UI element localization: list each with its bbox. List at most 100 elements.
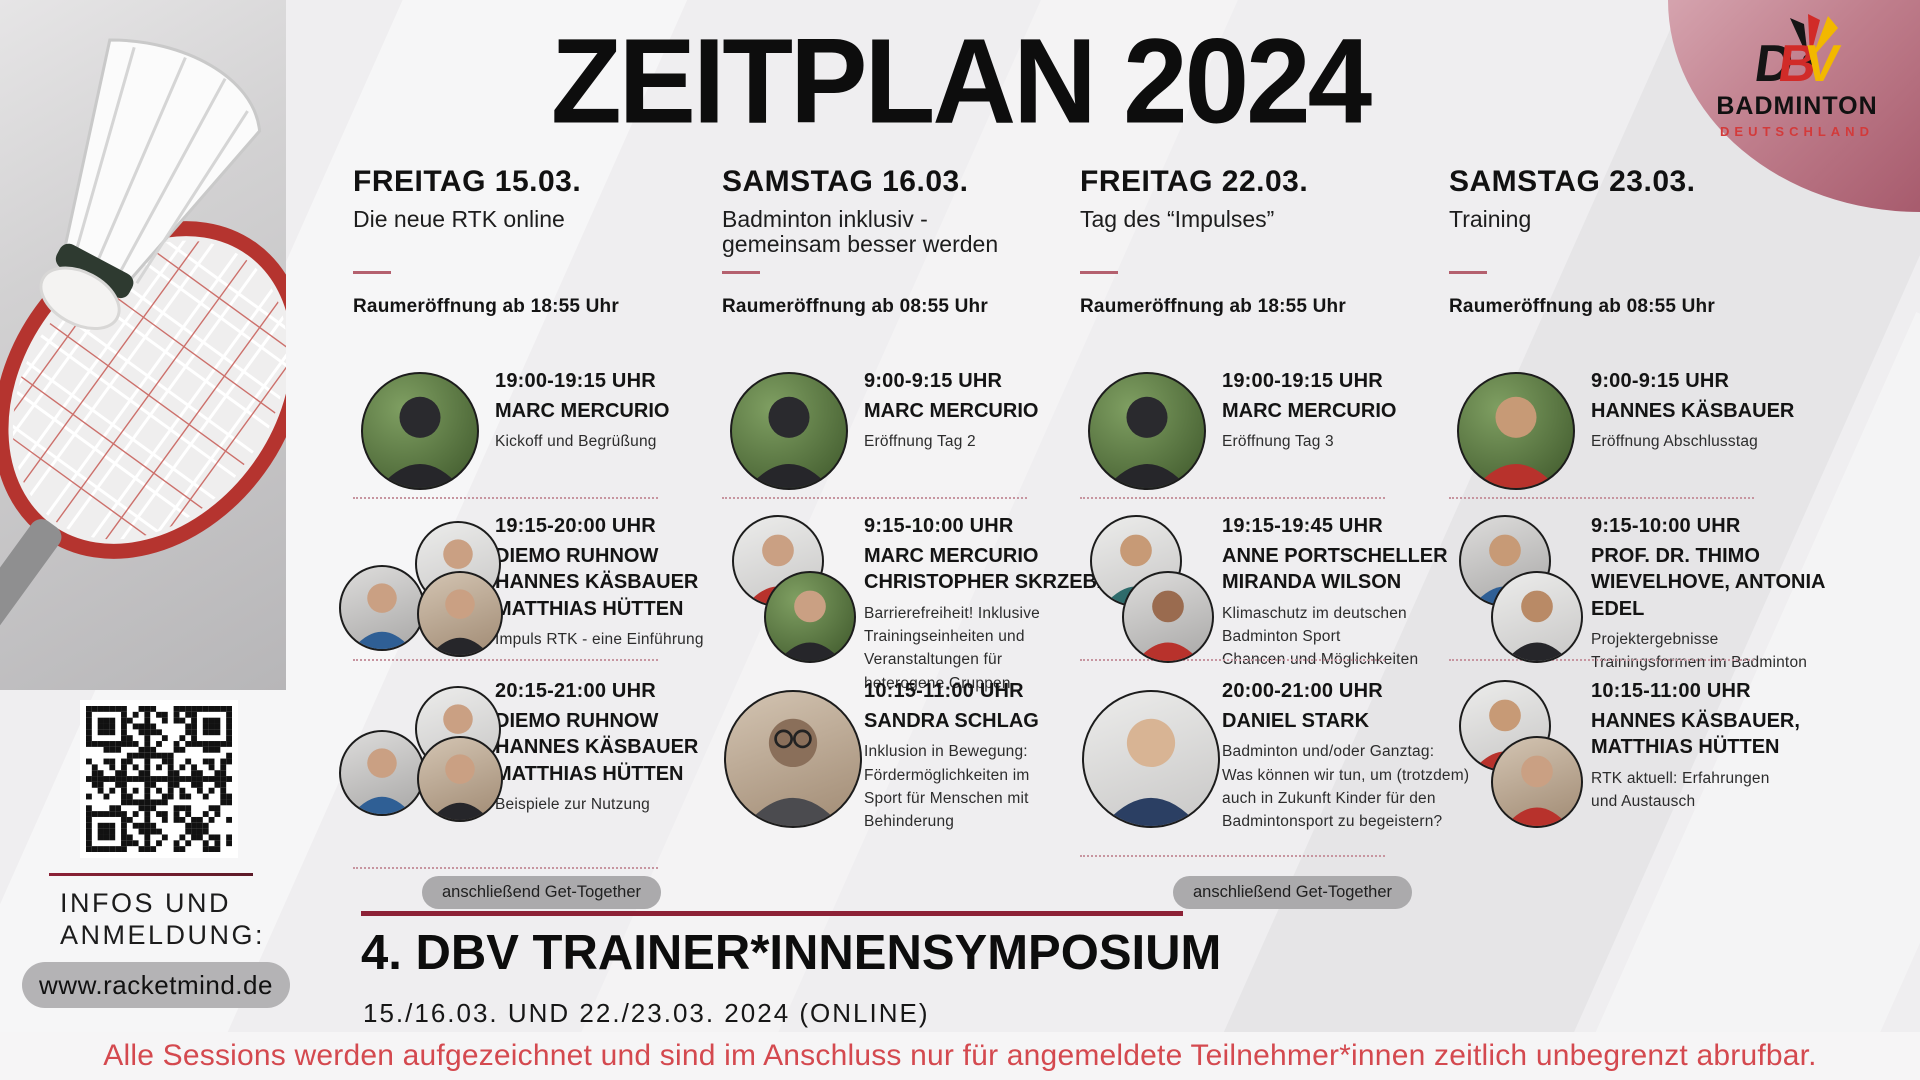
session-speakers: MARC MERCURIO [864, 400, 1039, 422]
session: 19:00-19:15 UHR MARC MERCURIO Kickoff un… [353, 370, 753, 490]
photo-hannes-kaesbauer [1457, 372, 1575, 490]
disclaimer-text: Alle Sessions werden aufgezeichnet und s… [103, 1039, 1817, 1072]
photo-miranda-wilson [1122, 571, 1214, 663]
qr-code [80, 700, 238, 858]
accent-line [1080, 271, 1118, 274]
room-opening: Raumeröffnung ab 18:55 Uhr [1080, 296, 1346, 317]
session-speakers: MARC MERCURIO [1222, 400, 1397, 422]
session-time: 20:15-21:00 UHR [495, 680, 656, 702]
day-heading: FREITAG 15.03. [353, 165, 582, 198]
symposium-title: 4. DBV TRAINER*INNENSYMPOSIUM [361, 926, 1222, 980]
logo-deutschland-text: DEUTSCHLAND [1720, 123, 1874, 139]
session: 9:15-10:00 UHR PROF. DR. THIMO WIEVELHOV… [1449, 515, 1849, 675]
day-subtitle: Badminton inklusiv - gemeinsam besser we… [722, 206, 999, 258]
photo-marc-mercurio [361, 372, 479, 490]
session-description: Eröffnung Tag 2 [864, 433, 976, 451]
photo-matthias-huetten [1491, 736, 1583, 828]
room-opening: Raumeröffnung ab 08:55 Uhr [1449, 296, 1715, 317]
session-speakers: HANNES KÄSBAUER [1591, 400, 1795, 422]
photo-hannes-kaesbauer [339, 565, 425, 651]
disclaimer-band: Alle Sessions werden aufgezeichnet und s… [0, 1032, 1920, 1080]
get-together-badge: anschließend Get-Together [422, 876, 662, 909]
accent-line [49, 873, 253, 876]
session-description: Eröffnung Abschlusstag [1591, 433, 1758, 451]
room-opening: Raumeröffnung ab 18:55 Uhr [353, 296, 619, 317]
session-description: Kickoff und Begrüßung [495, 433, 657, 451]
column-samstag-16: SAMSTAG 16.03. Badminton inklusiv - geme… [722, 165, 1152, 830]
photo-matthias-huetten [417, 736, 503, 822]
symposium-dates: 15./16.03. UND 22./23.03. 2024 (ONLINE) [363, 998, 930, 1028]
separator [1449, 659, 1754, 661]
separator [353, 867, 658, 869]
accent-line [722, 271, 760, 274]
session-time: 9:15-10:00 UHR [1591, 515, 1741, 537]
separator [722, 497, 1027, 499]
session: 20:15-21:00 UHR DIEMO RUHNOW HANNES KÄSB… [339, 680, 753, 822]
photo-marc-mercurio [730, 372, 848, 490]
session-description: Impuls RTK - eine Einführung [495, 631, 704, 649]
day-subtitle: Tag des “Impulses” [1080, 206, 1275, 232]
session-description: Inklusion in Bewegung: Fördermöglichkeit… [864, 743, 1030, 831]
page-title: ZEITPLAN 2024 [550, 13, 1372, 149]
column-freitag-22: FREITAG 22.03. Tag des “Impulses” Raumer… [1080, 165, 1510, 857]
separator [1449, 497, 1754, 499]
photo-sandra-schlag [724, 690, 862, 828]
session-description: Projektergebnisse Trainingsformen im Bad… [1591, 631, 1808, 672]
session-speakers: MARC MERCURIO CHRISTOPHER SKRZEBA [864, 545, 1112, 594]
session-speakers: MARC MERCURIO [495, 400, 670, 422]
column-freitag-15: FREITAG 15.03. Die neue RTK online Raume… [339, 165, 783, 869]
day-heading: FREITAG 22.03. [1080, 165, 1309, 198]
photo-hannes-kaesbauer [1459, 680, 1551, 772]
divider-line [361, 911, 1183, 916]
session: 19:15-19:45 UHR ANNE PORTSCHELLER MIRAND… [1080, 515, 1480, 672]
day-subtitle: Training [1449, 206, 1532, 232]
session-time: 10:15-11:00 UHR [864, 680, 1024, 702]
photo-daniel-stark [1082, 690, 1220, 828]
session-description: Eröffnung Tag 3 [1222, 433, 1334, 451]
separator [353, 659, 658, 661]
session: 9:00-9:15 UHR HANNES KÄSBAUER Eröffnung … [1449, 370, 1849, 490]
session-speakers: SANDRA SCHLAG [864, 710, 1039, 732]
badminton-racket-image [0, 0, 325, 692]
accent-line [1449, 271, 1487, 274]
session-time: 19:00-19:15 UHR [495, 370, 656, 392]
session-time: 9:00-9:15 UHR [864, 370, 1003, 392]
room-opening: Raumeröffnung ab 08:55 Uhr [722, 296, 988, 317]
dbv-logo: D B V BADMINTON DEUTSCHLAND [1692, 10, 1902, 139]
session-speakers: DANIEL STARK [1222, 710, 1370, 732]
photo-matthias-huetten [417, 571, 503, 657]
session: 19:15-20:00 UHR DIEMO RUHNOW HANNES KÄSB… [339, 515, 753, 657]
session-time: 19:15-19:45 UHR [1222, 515, 1383, 537]
session-description: Barrierefreiheit! Inklusive Trainingsein… [864, 604, 1040, 692]
session: 20:00-21:00 UHR DANIEL STARK Badminton u… [1080, 680, 1480, 833]
session-speakers: HANNES KÄSBAUER, MATTHIAS HÜTTEN [1591, 710, 1800, 759]
day-heading: SAMSTAG 16.03. [722, 165, 969, 198]
session-time: 10:15-11:00 UHR [1591, 680, 1751, 702]
session: 10:15-11:00 UHR SANDRA SCHLAG Inklusion … [722, 680, 1122, 833]
session-description: Klimaschutz im deutschen Badminton Sport… [1222, 604, 1419, 669]
session: 9:00-9:15 UHR MARC MERCURIO Eröffnung Ta… [722, 370, 1122, 490]
session-time: 19:15-20:00 UHR [495, 515, 656, 537]
separator [1080, 497, 1385, 499]
logo-badminton-text: BADMINTON [1716, 91, 1878, 120]
session: 9:15-10:00 UHR MARC MERCURIO CHRISTOPHER… [722, 515, 1122, 695]
day-subtitle: Die neue RTK online [353, 206, 565, 232]
session: 10:15-11:00 UHR HANNES KÄSBAUER, MATTHIA… [1449, 680, 1849, 828]
separator [353, 497, 658, 499]
session-time: 19:00-19:15 UHR [1222, 370, 1383, 392]
session-description: Beispiele zur Nutzung [495, 796, 650, 814]
get-together-badge: anschließend Get-Together [1173, 876, 1413, 909]
photo-hannes-kaesbauer [339, 730, 425, 816]
session-time: 20:00-21:00 UHR [1222, 680, 1383, 702]
accent-line [353, 271, 391, 274]
day-heading: SAMSTAG 23.03. [1449, 165, 1696, 198]
website-link[interactable]: www.racketmind.de [22, 962, 290, 1008]
column-samstag-23: SAMSTAG 23.03. Training Raumeröffnung ab… [1449, 165, 1879, 828]
racket-shuttle-illustration [0, 38, 325, 692]
session-time: 9:15-10:00 UHR [864, 515, 1014, 537]
photo-christopher-skrzeba [764, 571, 856, 663]
infos-anmeldung-label: INFOS UND ANMELDUNG: [60, 888, 266, 950]
separator [1080, 659, 1385, 661]
separator [1080, 855, 1385, 857]
